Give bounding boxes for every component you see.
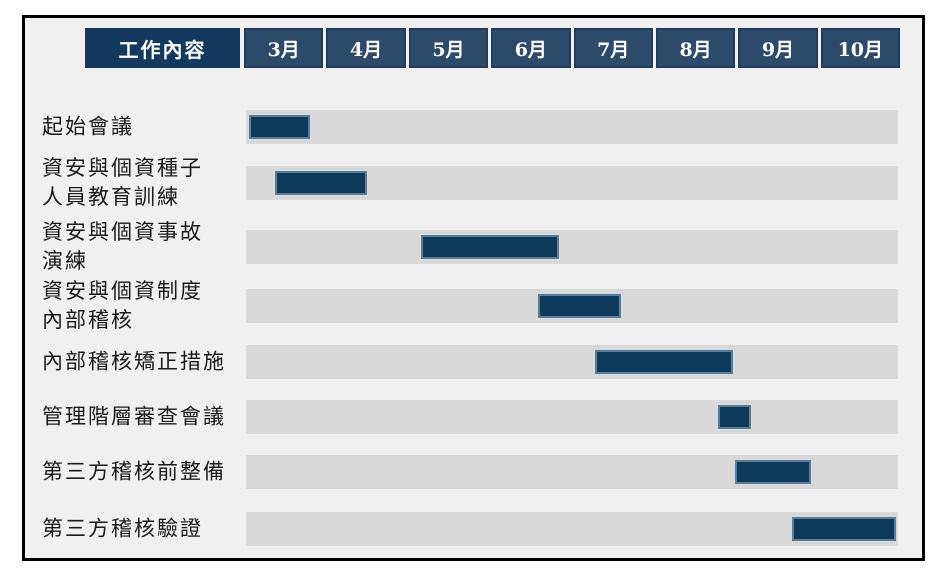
task-label-line: 人員教育訓練 xyxy=(42,185,180,209)
task-label: 管理階層審查會議 xyxy=(42,403,226,432)
task-label-line: 資安與個資事故 xyxy=(42,220,203,244)
task-label: 第三方稽核前整備 xyxy=(42,458,226,487)
task-label: 資安與個資制度 內部稽核 xyxy=(42,277,203,335)
task-row: 第三方稽核驗證 xyxy=(25,512,922,546)
month-header-cell: 7月 xyxy=(573,28,653,68)
task-track xyxy=(246,512,898,546)
task-bar xyxy=(735,460,811,484)
month-header-cell: 4月 xyxy=(326,28,406,68)
task-track xyxy=(246,110,898,144)
task-label-line: 資安與個資種子 xyxy=(42,156,203,180)
task-bar xyxy=(249,115,311,139)
month-header-cell: 10月 xyxy=(820,28,900,68)
task-bar xyxy=(537,294,621,318)
task-track xyxy=(246,166,898,200)
task-label: 內部稽核矯正措施 xyxy=(42,348,226,377)
task-label: 起始會議 xyxy=(42,113,134,142)
task-label-line: 演練 xyxy=(42,249,88,273)
task-row: 內部稽核矯正措施 xyxy=(25,345,922,379)
task-track xyxy=(246,289,898,323)
task-label-line: 第三方稽核驗證 xyxy=(42,516,203,541)
task-bar xyxy=(421,235,559,259)
month-header-cell: 3月 xyxy=(244,28,324,68)
month-header-cell: 9月 xyxy=(738,28,818,68)
task-label: 資安與個資種子 人員教育訓練 xyxy=(42,154,203,212)
task-row: 資安與個資種子 人員教育訓練 xyxy=(25,156,922,209)
task-label-line: 內部稽核 xyxy=(42,308,134,332)
task-label-line: 第三方稽核前整備 xyxy=(42,459,226,484)
task-row: 第三方稽核前整備 xyxy=(25,455,922,489)
month-header-cell: 5月 xyxy=(408,28,489,68)
gantt-chart: 工作內容 3月 4月 5月 6月 7月 8月 9月 10月 起始會議資安與個資種子 人員教育訓練… xyxy=(22,15,925,561)
task-bar xyxy=(717,405,752,429)
task-label-line: 起始會議 xyxy=(42,114,134,139)
task-track xyxy=(246,230,898,264)
task-bar xyxy=(274,171,367,195)
task-row: 資安與個資制度 內部稽核 xyxy=(25,279,922,332)
month-header-cell: 6月 xyxy=(491,28,571,68)
task-label-line: 資安與個資制度 xyxy=(42,279,203,303)
task-label: 資安與個資事故 演練 xyxy=(42,218,203,276)
header-month-row: 3月 4月 5月 6月 7月 8月 9月 10月 xyxy=(244,28,900,68)
task-track xyxy=(246,400,898,434)
task-row: 資安與個資事故 演練 xyxy=(25,220,922,273)
month-header-cell: 8月 xyxy=(655,28,736,68)
task-rows: 起始會議 資安與個資種子 人員教育訓練 資安與個資事故 演練 資安與個資制度 內部稽核 內部稽… xyxy=(25,18,922,558)
task-track xyxy=(246,455,898,489)
task-row: 起始會議 xyxy=(25,110,922,144)
task-label-line: 內部稽核矯正措施 xyxy=(42,349,226,374)
task-label-line: 管理階層審查會議 xyxy=(42,404,226,429)
header-work-content-cell: 工作內容 xyxy=(85,28,240,68)
task-label: 第三方稽核驗證 xyxy=(42,515,203,544)
task-track xyxy=(246,345,898,379)
task-bar xyxy=(594,350,733,374)
task-bar xyxy=(792,517,897,541)
task-row: 管理階層審查會議 xyxy=(25,400,922,434)
